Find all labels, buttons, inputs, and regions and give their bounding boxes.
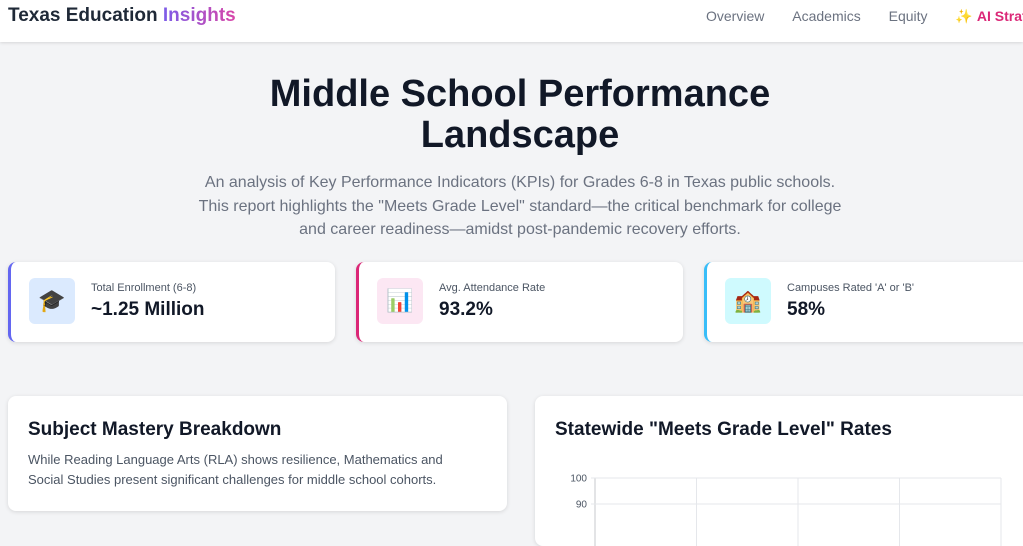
kpi-card-attendance: 📊 Avg. Attendance Rate 93.2% <box>356 262 683 342</box>
page-title: Middle School Performance Landscape <box>0 74 1023 156</box>
page-title-line-1: Middle School Performance <box>269 73 771 115</box>
nav-link-academics[interactable]: Academics <box>792 8 861 24</box>
kpi-label: Total Enrollment (6-8) <box>91 282 197 294</box>
brand-main-text: Texas Education <box>8 5 158 26</box>
kpi-value: 93.2% <box>439 299 493 320</box>
chart-y-tick-label: 90 <box>576 500 588 511</box>
subject-mastery-card: Subject Mastery Breakdown While Reading … <box>8 396 507 511</box>
top-navbar: Texas Education Insights Overview Academ… <box>0 0 1023 42</box>
bar-chart-icon: 📊 <box>377 278 423 324</box>
subject-mastery-title: Subject Mastery Breakdown <box>28 419 282 440</box>
nav-link-ai-strategy[interactable]: ✨AI Strateg <box>955 8 1023 25</box>
kpi-card-enrollment: 🎓 Total Enrollment (6-8) ~1.25 Million <box>8 262 335 342</box>
brand-accent-text: Insights <box>162 5 236 26</box>
meets-grade-level-chart-card: Statewide "Meets Grade Level" Rates 100 9… <box>535 396 1023 546</box>
kpi-value: ~1.25 Million <box>91 299 205 320</box>
nav-link-equity[interactable]: Equity <box>888 8 928 24</box>
page-title-line-2: Landscape <box>420 114 620 156</box>
kpi-label: Avg. Attendance Rate <box>439 282 546 294</box>
nav-link-ai-label: AI Strateg <box>976 8 1023 24</box>
kpi-label: Campuses Rated 'A' or 'B' <box>787 282 915 294</box>
kpi-value: 58% <box>787 299 826 320</box>
chart-title: Statewide "Meets Grade Level" Rates <box>555 419 892 440</box>
chart-y-tick-label: 100 <box>570 474 587 485</box>
kpi-card-campus-ratings: 🏫 Campuses Rated 'A' or 'B' 58% <box>704 262 1023 342</box>
graduation-cap-icon: 🎓 <box>29 278 75 324</box>
page-subtitle: An analysis of Key Performance Indicator… <box>198 174 842 238</box>
brand-logo[interactable]: Texas Education Insights <box>8 5 236 27</box>
subject-mastery-description: While Reading Language Arts (RLA) shows … <box>28 452 443 487</box>
sparkles-icon: ✨ <box>955 8 973 24</box>
school-building-icon: 🏫 <box>725 278 771 324</box>
meets-grade-level-chart: 100 90 <box>570 474 1002 546</box>
nav-link-overview[interactable]: Overview <box>706 8 765 24</box>
nav-links: Overview Academics Equity ✨AI Strateg <box>706 8 1023 25</box>
